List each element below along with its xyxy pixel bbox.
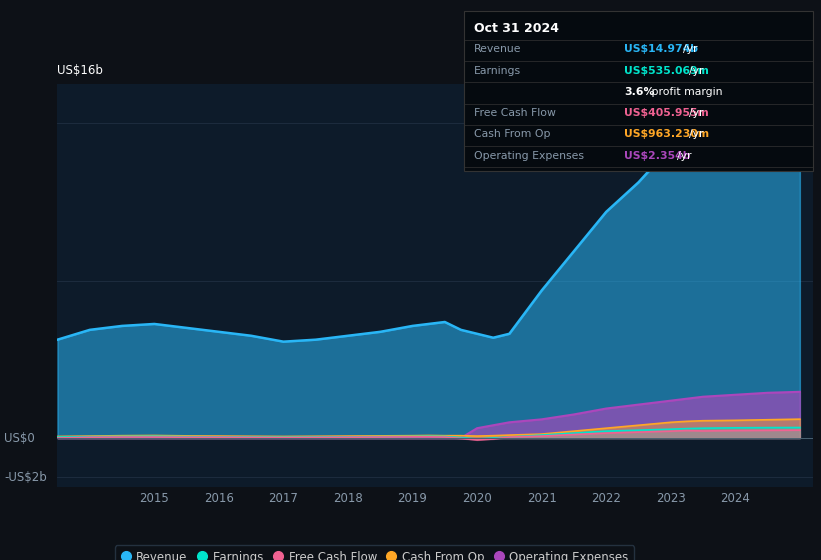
Text: US$535.069m: US$535.069m — [624, 66, 709, 76]
Text: /yr: /yr — [689, 129, 704, 139]
Text: /yr: /yr — [689, 66, 704, 76]
Text: US$0: US$0 — [4, 432, 34, 445]
Text: Revenue: Revenue — [474, 44, 521, 54]
Text: /yr: /yr — [677, 151, 691, 161]
Text: profit margin: profit margin — [648, 87, 722, 97]
Text: US$405.955m: US$405.955m — [624, 108, 709, 118]
Text: US$16b: US$16b — [57, 64, 103, 77]
Legend: Revenue, Earnings, Free Cash Flow, Cash From Op, Operating Expenses: Revenue, Earnings, Free Cash Flow, Cash … — [115, 545, 635, 560]
Text: 3.6%: 3.6% — [624, 87, 654, 97]
Text: -US$2b: -US$2b — [4, 471, 47, 484]
Text: Operating Expenses: Operating Expenses — [474, 151, 584, 161]
Text: Oct 31 2024: Oct 31 2024 — [474, 21, 559, 35]
Text: Earnings: Earnings — [474, 66, 521, 76]
Text: /yr: /yr — [689, 108, 704, 118]
Text: US$14.974b: US$14.974b — [624, 44, 698, 54]
Text: Free Cash Flow: Free Cash Flow — [474, 108, 556, 118]
Text: Cash From Op: Cash From Op — [474, 129, 550, 139]
Text: US$2.354b: US$2.354b — [624, 151, 690, 161]
Text: US$963.230m: US$963.230m — [624, 129, 709, 139]
Text: /yr: /yr — [683, 44, 698, 54]
